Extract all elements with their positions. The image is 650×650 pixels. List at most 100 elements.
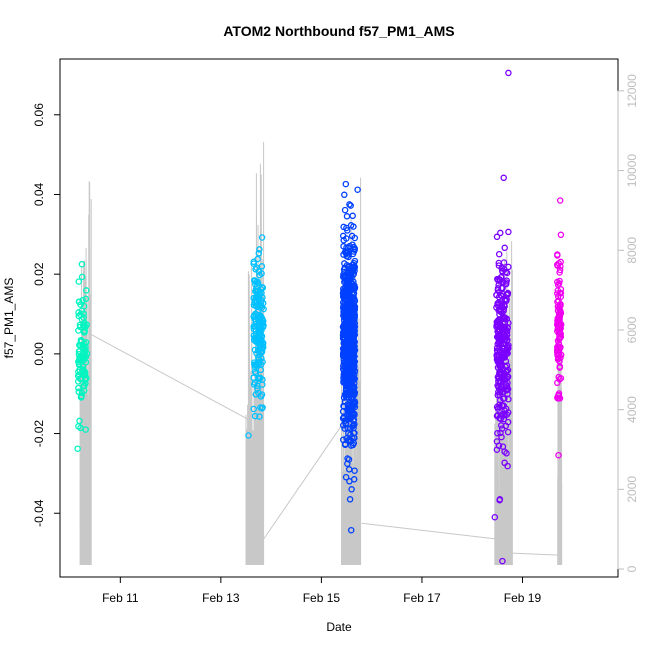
data-point — [342, 329, 349, 336]
data-point — [341, 441, 349, 449]
data-point — [251, 412, 259, 420]
data-point — [556, 357, 563, 365]
data-point — [556, 328, 564, 335]
data-point — [250, 336, 258, 344]
data-point — [341, 206, 349, 214]
data-point — [493, 344, 501, 352]
data-point — [497, 337, 505, 344]
data-point — [79, 321, 87, 329]
secondary-connector — [263, 425, 342, 540]
y-tick-label: -0.02 — [32, 420, 46, 448]
secondary-series — [79, 141, 563, 566]
data-point — [554, 337, 562, 344]
data-point — [253, 264, 260, 271]
data-point — [345, 456, 353, 463]
data-point — [346, 201, 353, 208]
data-point — [556, 395, 564, 402]
y2-tick-label: 0 — [625, 565, 639, 572]
data-point — [494, 429, 501, 437]
data-point — [500, 313, 508, 321]
x-tick-label: Feb 15 — [303, 591, 341, 605]
data-point — [497, 422, 505, 429]
data-point — [557, 300, 564, 308]
data-point — [341, 335, 348, 342]
data-point — [491, 513, 499, 521]
data-point — [501, 244, 508, 252]
data-point — [252, 320, 259, 328]
data-point — [75, 348, 83, 355]
data-point — [339, 232, 347, 240]
data-point — [79, 341, 86, 348]
data-point — [81, 369, 89, 376]
data-point — [346, 242, 353, 250]
data-point — [349, 385, 357, 393]
data-point — [350, 259, 358, 267]
data-point — [346, 496, 354, 503]
data-point — [495, 356, 502, 364]
data-point — [251, 379, 259, 386]
data-point — [256, 246, 263, 253]
y-tick-label: 0.02 — [32, 262, 46, 286]
data-point — [340, 394, 348, 401]
data-point — [557, 231, 565, 239]
data-point — [349, 261, 357, 268]
data-point — [347, 222, 355, 229]
data-point — [554, 379, 561, 387]
chart-title: ATOM2 Northbound f57_PM1_AMS — [223, 23, 454, 39]
data-point — [256, 413, 263, 420]
data-point — [557, 286, 565, 293]
data-point — [351, 245, 358, 252]
data-point — [501, 297, 508, 304]
data-point — [346, 351, 353, 359]
data-point — [498, 292, 506, 300]
data-point — [340, 287, 347, 295]
data-point — [259, 376, 266, 383]
data-point — [555, 260, 563, 267]
data-point — [245, 432, 252, 439]
data-point — [494, 364, 502, 371]
y2-tick-label: 8000 — [625, 237, 639, 264]
data-point — [345, 253, 352, 261]
data-point — [495, 259, 503, 267]
data-point — [342, 367, 350, 374]
data-point — [504, 418, 512, 426]
data-point — [499, 557, 506, 565]
data-point — [557, 293, 565, 300]
y2-tick-label: 6000 — [625, 316, 639, 343]
secondary-connector — [512, 552, 559, 556]
data-point — [497, 300, 504, 307]
data-point — [75, 309, 82, 316]
data-point — [257, 404, 264, 411]
data-point — [503, 277, 510, 284]
data-point — [74, 445, 81, 452]
data-point — [555, 451, 562, 459]
data-point — [503, 383, 511, 390]
data-point — [79, 363, 87, 370]
data-point — [348, 330, 356, 338]
data-point — [498, 322, 505, 330]
data-point — [502, 368, 510, 376]
data-point — [344, 391, 352, 398]
data-point — [350, 349, 358, 356]
data-point — [498, 433, 505, 441]
data-point — [504, 428, 512, 436]
data-point — [504, 324, 512, 331]
data-point — [351, 234, 359, 242]
data-point — [505, 263, 512, 271]
data-point — [345, 374, 353, 381]
data-point — [351, 308, 358, 316]
plot-area — [59, 58, 619, 578]
data-point — [259, 299, 267, 307]
data-point — [80, 329, 88, 336]
data-point — [258, 391, 266, 398]
data-point — [250, 405, 257, 413]
data-point — [347, 202, 354, 209]
data-point — [346, 354, 353, 361]
data-point — [259, 317, 266, 324]
data-point — [76, 417, 83, 425]
data-point — [340, 322, 348, 330]
data-point — [346, 296, 353, 303]
data-point — [554, 252, 561, 259]
data-point — [554, 290, 561, 297]
